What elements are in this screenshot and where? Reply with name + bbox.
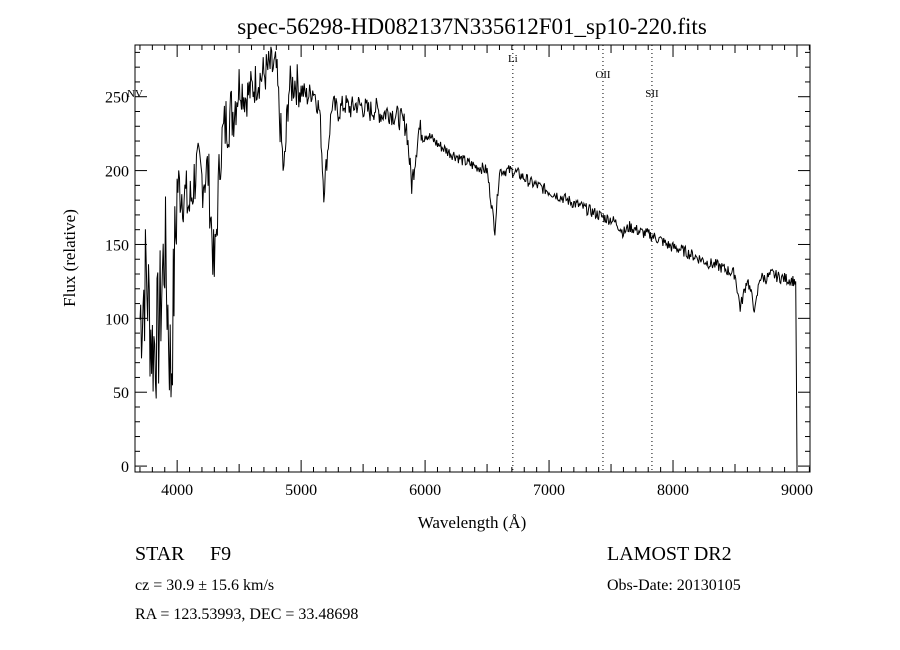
plot-frame: [134, 44, 811, 473]
redshift-cz: cz = 30.9 ± 15.6 km/s: [135, 577, 274, 594]
x-tick-label: 4000: [161, 482, 193, 499]
spectral-line-label: Li: [508, 53, 518, 65]
survey-name: LAMOST DR2: [607, 543, 732, 565]
object-type: STAR: [135, 543, 185, 565]
y-tick-label: 150: [105, 237, 129, 254]
y-tick-label: 250: [105, 90, 129, 107]
spectrum-line: [139, 46, 798, 467]
x-tick-label: 6000: [409, 482, 441, 499]
x-axis-label: Wavelength (Å): [418, 513, 527, 532]
x-tick-label: 9000: [781, 482, 813, 499]
subclass: F9: [210, 543, 231, 565]
spectral-line-label: OII: [595, 69, 611, 81]
x-tick-label: 8000: [657, 482, 689, 499]
coordinates: RA = 123.53993, DEC = 33.48698: [135, 606, 358, 623]
y-axis-label: Flux (relative): [60, 209, 79, 307]
x-tick-label: 5000: [285, 482, 317, 499]
obs-date: Obs-Date: 20130105: [607, 577, 741, 594]
chart-title: spec-56298-HD082137N335612F01_sp10-220.f…: [237, 14, 707, 39]
y-tick-label: 100: [105, 311, 129, 328]
y-tick-label: 0: [121, 459, 129, 476]
spectral-line-label: SII: [645, 88, 659, 100]
x-tick-label: 7000: [533, 482, 565, 499]
y-tick-label: 200: [105, 164, 129, 181]
y-tick-label: 50: [113, 385, 129, 402]
